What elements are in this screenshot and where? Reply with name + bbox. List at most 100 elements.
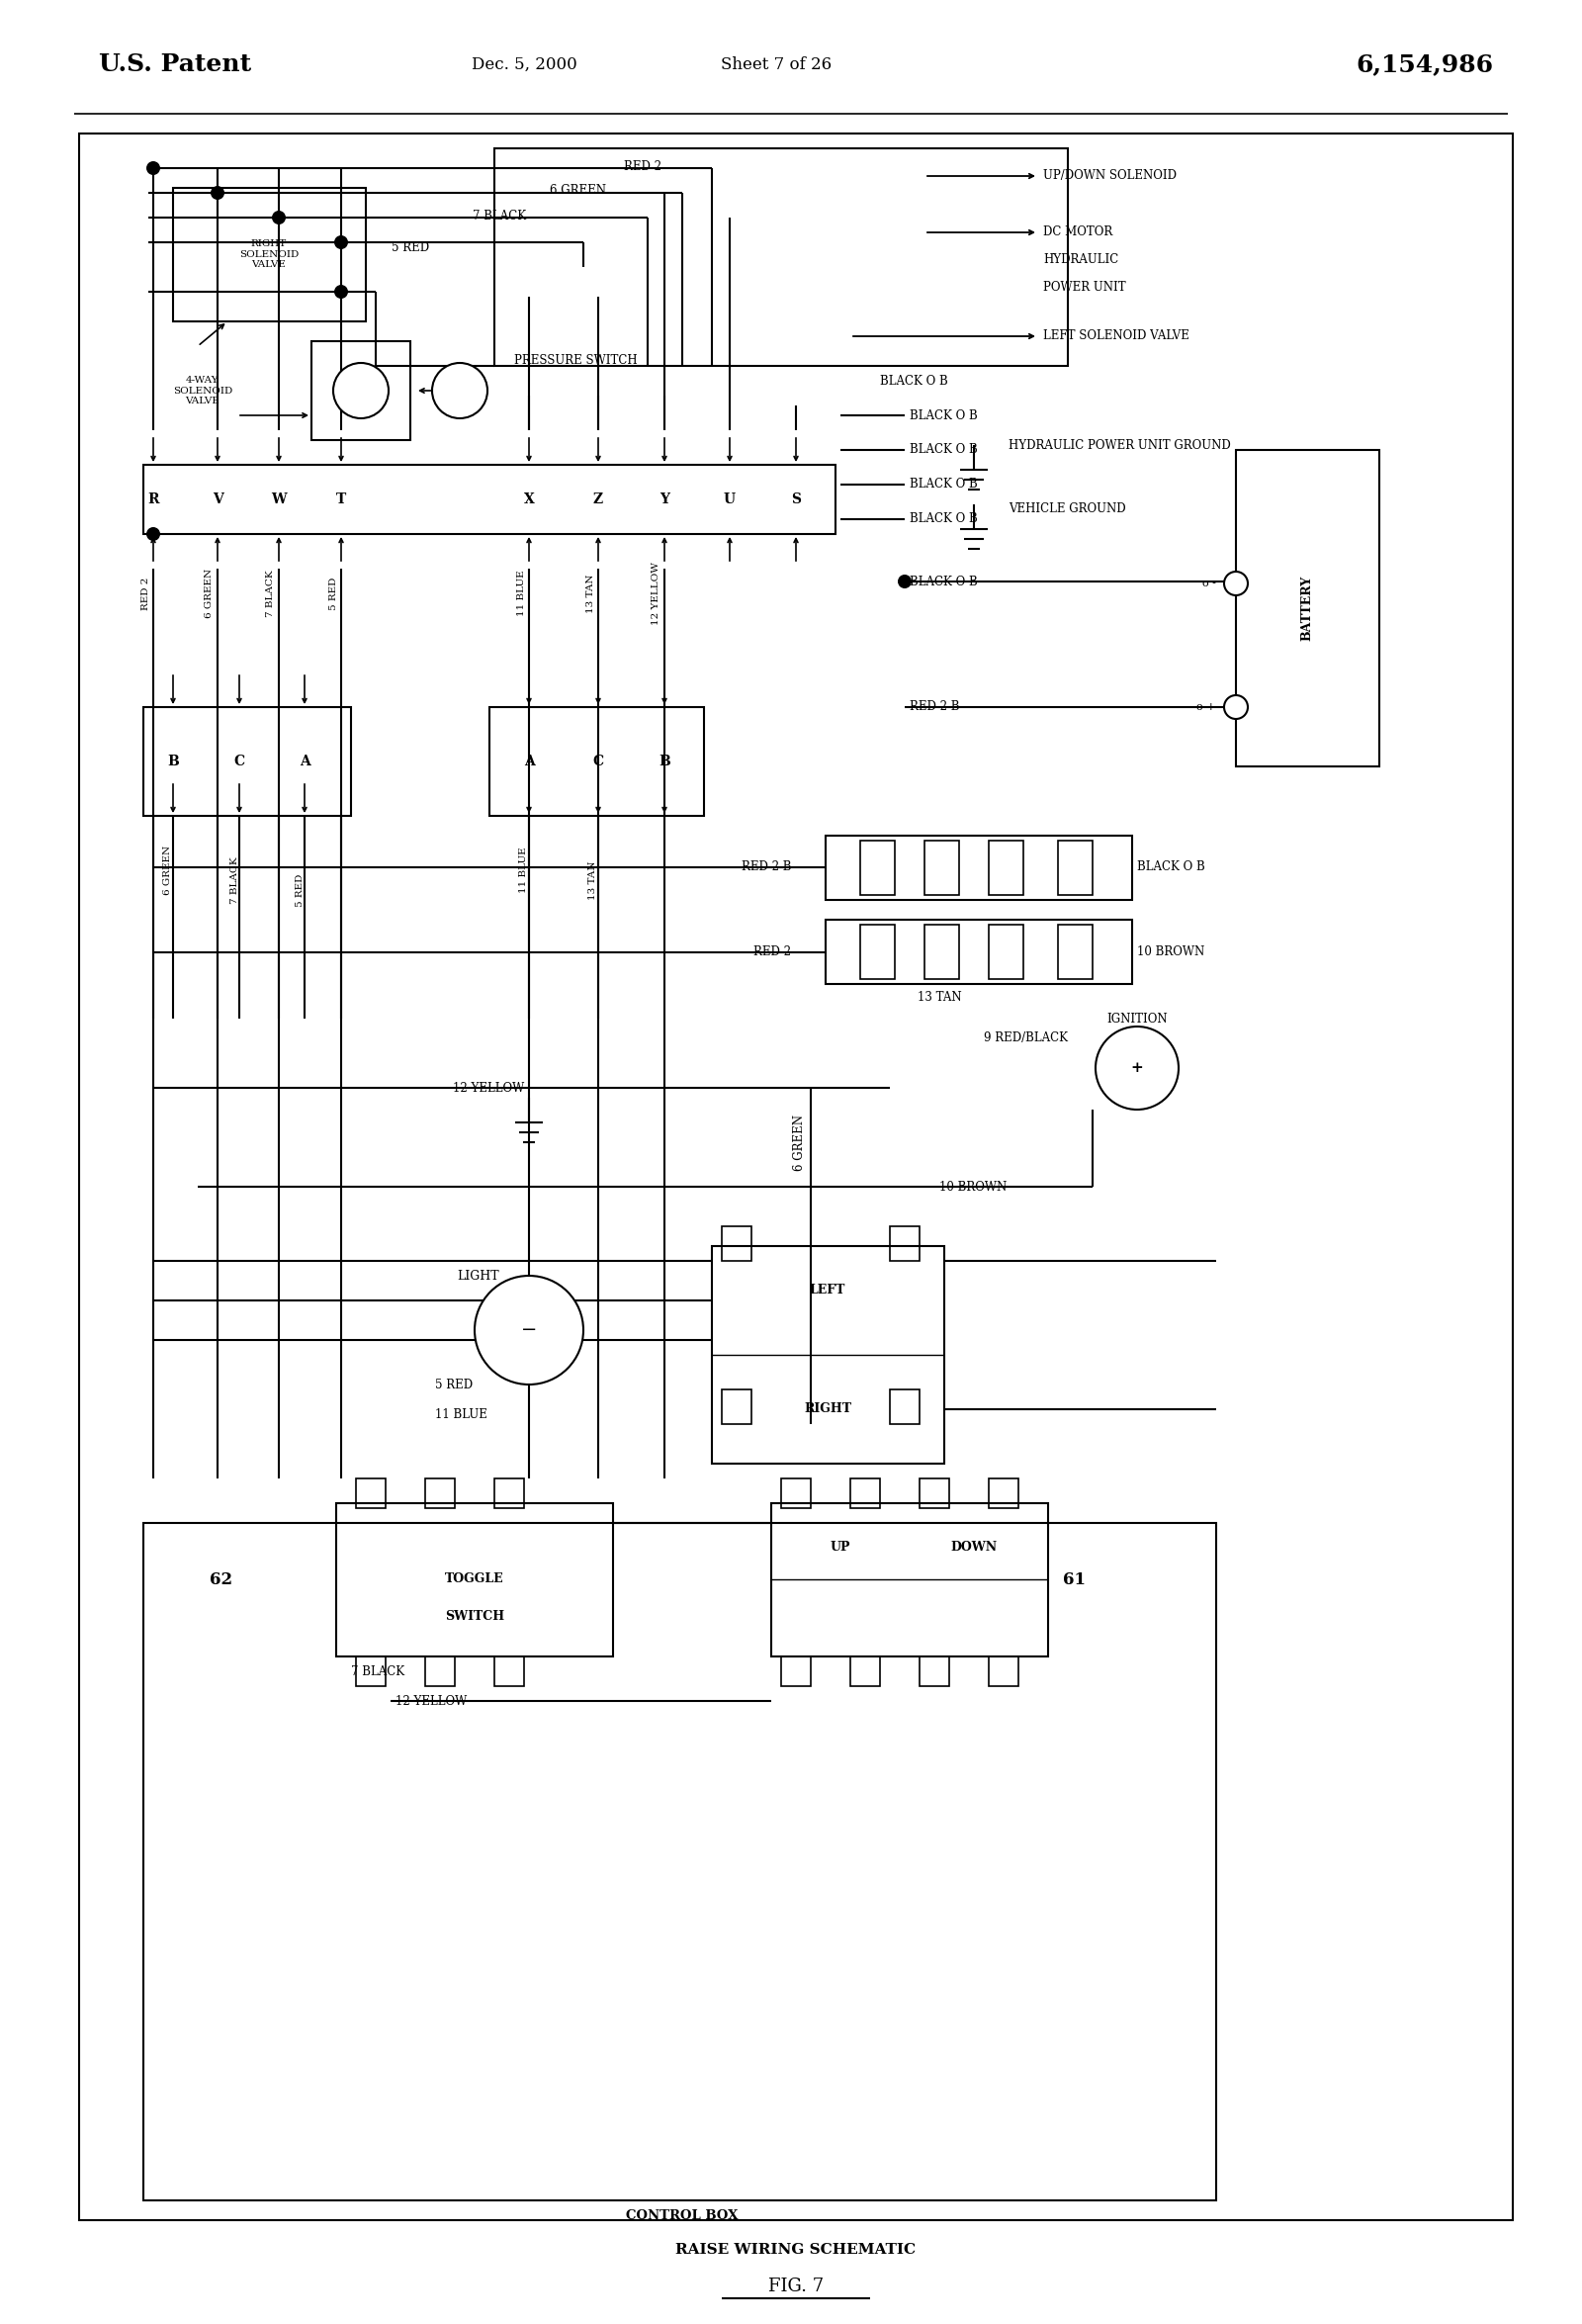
Bar — [826, 837, 1133, 899]
Bar — [919, 1478, 949, 1508]
Bar — [79, 132, 1512, 2219]
Text: BLACK O B: BLACK O B — [910, 479, 978, 490]
Bar — [1058, 841, 1093, 895]
Text: 6 GREEN: 6 GREEN — [551, 184, 606, 198]
Text: PRESSURE SWITCH: PRESSURE SWITCH — [514, 356, 638, 367]
Bar — [494, 1478, 524, 1508]
Circle shape — [334, 363, 389, 418]
Text: FIG. 7: FIG. 7 — [769, 2278, 824, 2296]
Text: +: + — [1131, 1062, 1144, 1076]
Text: UP: UP — [831, 1541, 851, 1555]
Circle shape — [432, 363, 487, 418]
Text: HYDRAULIC POWER UNIT GROUND: HYDRAULIC POWER UNIT GROUND — [1009, 439, 1231, 451]
Text: 12 YELLOW: 12 YELLOW — [396, 1694, 467, 1708]
Text: BLACK O B: BLACK O B — [1137, 860, 1205, 874]
Text: W: W — [271, 493, 286, 507]
Bar — [989, 925, 1024, 978]
Text: BLACK O B: BLACK O B — [910, 574, 978, 588]
Text: Sheet 7 of 26: Sheet 7 of 26 — [721, 56, 832, 72]
Text: UP/DOWN SOLENOID: UP/DOWN SOLENOID — [1043, 170, 1177, 184]
Text: C: C — [234, 755, 245, 769]
Text: −: − — [520, 1322, 536, 1339]
Text: IGNITION: IGNITION — [1106, 1013, 1168, 1025]
Text: BATTERY: BATTERY — [1300, 576, 1313, 641]
Bar — [889, 1227, 919, 1262]
Text: o +: o + — [1198, 702, 1217, 711]
Circle shape — [1095, 1027, 1179, 1109]
Circle shape — [146, 528, 160, 541]
Bar — [1236, 451, 1380, 767]
Circle shape — [210, 186, 225, 200]
Text: 7 BLACK: 7 BLACK — [351, 1664, 405, 1678]
Text: 5 RED: 5 RED — [435, 1378, 473, 1392]
Bar — [924, 841, 959, 895]
Bar — [1058, 925, 1093, 978]
Text: 6 GREEN: 6 GREEN — [163, 846, 172, 895]
Text: LIGHT: LIGHT — [457, 1269, 500, 1283]
Text: 12 YELLOW: 12 YELLOW — [652, 562, 661, 625]
Bar — [721, 1227, 751, 1262]
Bar — [712, 1246, 944, 1464]
Bar — [144, 706, 351, 816]
Text: DOWN: DOWN — [951, 1541, 997, 1555]
Bar — [356, 1478, 386, 1508]
Text: BLACK O B: BLACK O B — [910, 409, 978, 421]
Text: HYDRAULIC: HYDRAULIC — [1043, 253, 1118, 267]
Circle shape — [1224, 572, 1248, 595]
Text: 11 BLUE: 11 BLUE — [517, 569, 525, 616]
Text: X: X — [524, 493, 535, 507]
Bar — [851, 1657, 880, 1687]
Text: 10 BROWN: 10 BROWN — [1137, 946, 1204, 960]
Text: 13 TAN: 13 TAN — [585, 574, 595, 614]
Bar — [772, 1504, 1047, 1657]
Text: BLACK O B: BLACK O B — [880, 374, 948, 388]
Text: C: C — [593, 755, 604, 769]
Circle shape — [272, 211, 286, 225]
Text: RED 2: RED 2 — [623, 160, 661, 172]
Text: B: B — [658, 755, 671, 769]
Text: 12 YELLOW: 12 YELLOW — [452, 1081, 524, 1095]
Text: V: V — [212, 493, 223, 507]
Text: 4-WAY
SOLENOID
VALVE: 4-WAY SOLENOID VALVE — [172, 376, 233, 404]
Text: A: A — [524, 755, 535, 769]
Text: 11 BLUE: 11 BLUE — [435, 1408, 487, 1420]
Text: U.S. Patent: U.S. Patent — [98, 53, 252, 77]
Text: B: B — [168, 755, 179, 769]
Text: RAISE WIRING SCHEMATIC: RAISE WIRING SCHEMATIC — [676, 2243, 916, 2257]
Bar — [356, 1657, 386, 1687]
Text: 11 BLUE: 11 BLUE — [519, 848, 528, 892]
Circle shape — [334, 235, 348, 249]
Text: 13 TAN: 13 TAN — [918, 990, 962, 1004]
Text: BLACK O B: BLACK O B — [910, 514, 978, 525]
Text: 5 RED: 5 RED — [391, 242, 429, 253]
Circle shape — [146, 160, 160, 174]
Text: SWITCH: SWITCH — [445, 1611, 505, 1624]
Text: 5 RED: 5 RED — [296, 874, 304, 906]
Text: LEFT: LEFT — [810, 1285, 845, 1297]
Text: RED 2 B: RED 2 B — [910, 700, 960, 713]
Bar — [489, 706, 704, 816]
Text: RIGHT: RIGHT — [804, 1404, 851, 1415]
Text: 62: 62 — [209, 1571, 233, 1587]
Bar — [919, 1657, 949, 1687]
Text: 5 RED: 5 RED — [329, 576, 337, 609]
Bar — [826, 920, 1133, 983]
Bar — [989, 841, 1024, 895]
Bar — [144, 465, 835, 535]
Text: S: S — [791, 493, 800, 507]
Bar — [312, 342, 410, 439]
Bar — [861, 841, 895, 895]
Bar — [989, 1657, 1019, 1687]
Text: VEHICLE GROUND: VEHICLE GROUND — [1009, 502, 1126, 516]
Bar — [851, 1478, 880, 1508]
Text: RIGHT
SOLENOID
VALVE: RIGHT SOLENOID VALVE — [239, 239, 299, 270]
Bar — [172, 188, 365, 321]
Circle shape — [475, 1276, 584, 1385]
Text: RED 2 B: RED 2 B — [740, 860, 791, 874]
Text: BLACK O B: BLACK O B — [910, 444, 978, 456]
Text: Y: Y — [660, 493, 669, 507]
Circle shape — [334, 286, 348, 300]
Text: DC MOTOR: DC MOTOR — [1043, 225, 1112, 239]
Bar — [426, 1657, 456, 1687]
Text: TOGGLE: TOGGLE — [445, 1573, 505, 1585]
